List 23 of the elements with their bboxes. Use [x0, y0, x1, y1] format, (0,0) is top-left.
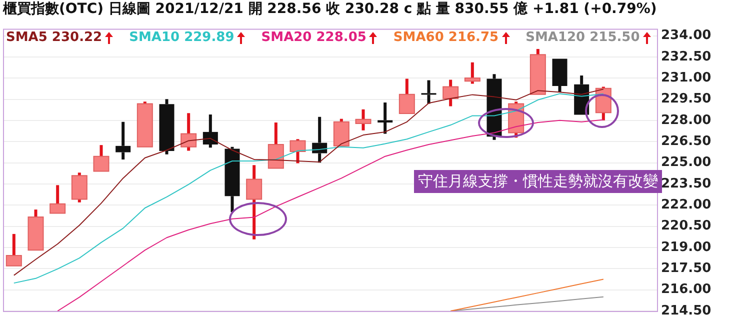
candlestick	[552, 58, 568, 92]
y-tick-label: 219.00	[661, 240, 712, 255]
y-tick-label: 229.50	[661, 92, 712, 107]
text: SMA5 230.22	[6, 30, 102, 45]
y-tick-label: 216.00	[661, 282, 712, 298]
text: SMA10 229.89	[129, 30, 234, 45]
y-tick-label: 231.00	[661, 70, 712, 86]
y-tick-label: 217.50	[661, 261, 712, 276]
text: SMA20 228.05	[261, 30, 366, 45]
y-tick-label: 228.00	[661, 112, 712, 128]
y-tick-label: 223.50	[661, 176, 712, 192]
y-tick-label: 222.00	[661, 198, 712, 213]
text: SMA120 215.50	[526, 30, 640, 45]
candlestick	[28, 210, 44, 251]
y-tick-label: 225.00	[661, 155, 712, 170]
annotation: 守住月線支撐・慣性走勢就沒有改變	[414, 170, 662, 193]
y-tick-label: 214.50	[661, 303, 712, 318]
y-tick-label: 220.50	[661, 218, 712, 234]
y-tick-label: 226.50	[661, 134, 712, 150]
y-tick-label: 232.50	[661, 49, 712, 64]
text: SMA60 216.75	[393, 30, 499, 45]
chart-title: 櫃買指數(OTC) 日線圖 2021/12/21 開 228.56 收 230.28 c 點 量 830.55 億 +1.81 (+0.79%)	[2, 0, 658, 18]
y-tick-label: 234.00	[661, 28, 712, 44]
